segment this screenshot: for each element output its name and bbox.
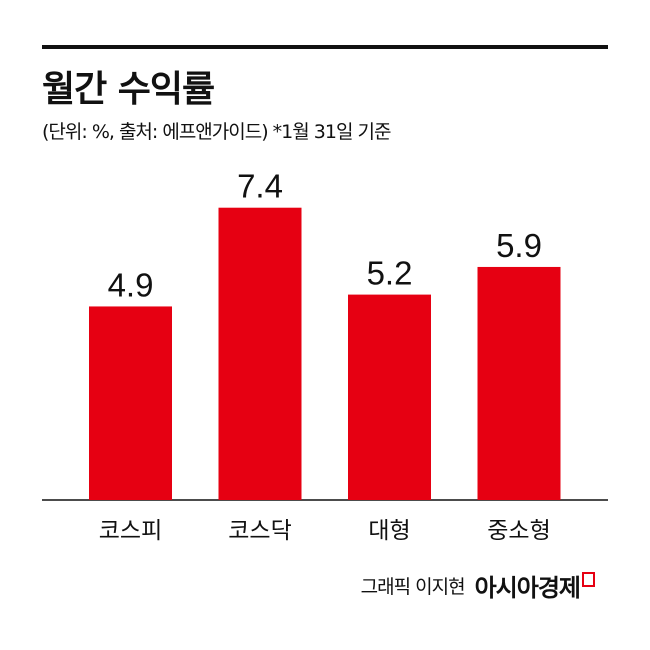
category-label: 코스닥 [228, 518, 291, 544]
category-label: 중소형 [487, 518, 550, 544]
logo-mark-icon [582, 572, 595, 587]
category-label: 코스피 [99, 518, 162, 544]
data-label: 4.9 [108, 266, 154, 303]
chart-subtitle: (단위: %, 출처: 에프앤가이드) *1월 31일 기준 [42, 121, 391, 143]
publisher-logo: 아시아경제 [474, 574, 581, 602]
category-label: 대형 [368, 518, 410, 544]
bar-3 [477, 266, 561, 500]
top-rule [42, 45, 608, 49]
footer-credit: 그래픽 이지현 아시아경제 [361, 568, 595, 603]
data-label: 7.4 [237, 168, 283, 205]
data-label: 5.9 [496, 227, 542, 264]
graphic-credit: 그래픽 이지현 [360, 576, 466, 598]
bar-1 [218, 207, 302, 500]
bar-2 [348, 294, 431, 500]
chart-title: 월간 수익률 [42, 69, 215, 110]
bar-0 [89, 306, 172, 500]
data-label: 5.2 [367, 255, 413, 292]
